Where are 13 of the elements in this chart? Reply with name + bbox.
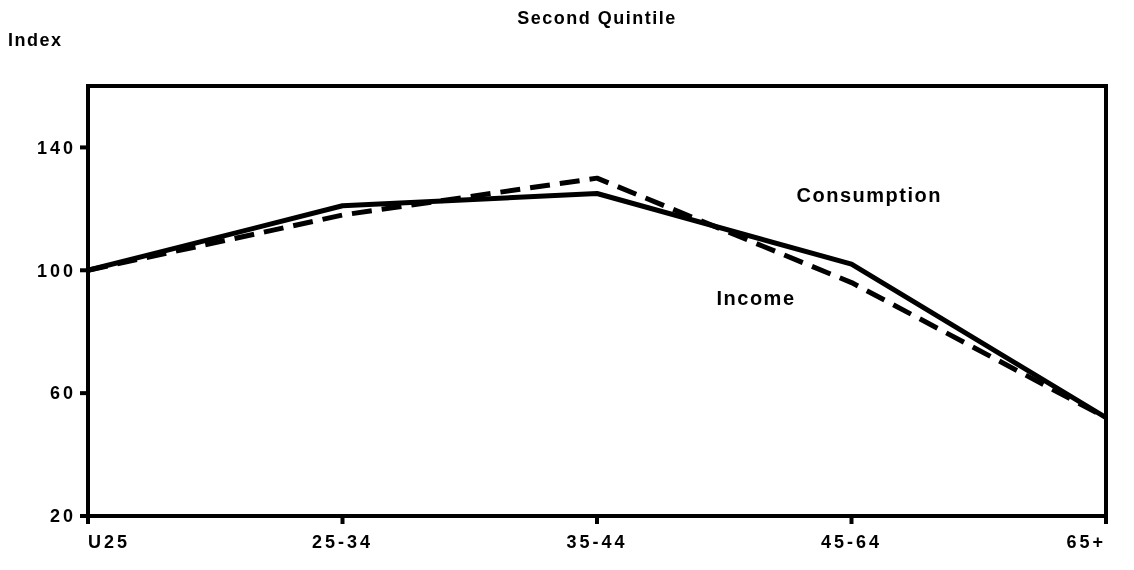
y-tick-label: 100 bbox=[36, 260, 76, 281]
y-tick-label: 140 bbox=[36, 137, 76, 158]
x-tick-label: 25-34 bbox=[311, 532, 374, 552]
x-tick-label: 45-64 bbox=[820, 532, 883, 552]
chart-title: Second Quintile bbox=[517, 8, 677, 28]
y-tick-label: 60 bbox=[49, 383, 76, 404]
x-tick-label: U25 bbox=[88, 532, 131, 552]
x-tick-label: 35-44 bbox=[566, 532, 628, 552]
y-axis-title: Index bbox=[8, 30, 63, 50]
series-label: Income bbox=[716, 286, 796, 309]
text: Consumption bbox=[796, 184, 942, 207]
y-tick-label: 20 bbox=[49, 506, 76, 527]
x-tick-label: 65+ bbox=[1066, 532, 1106, 552]
